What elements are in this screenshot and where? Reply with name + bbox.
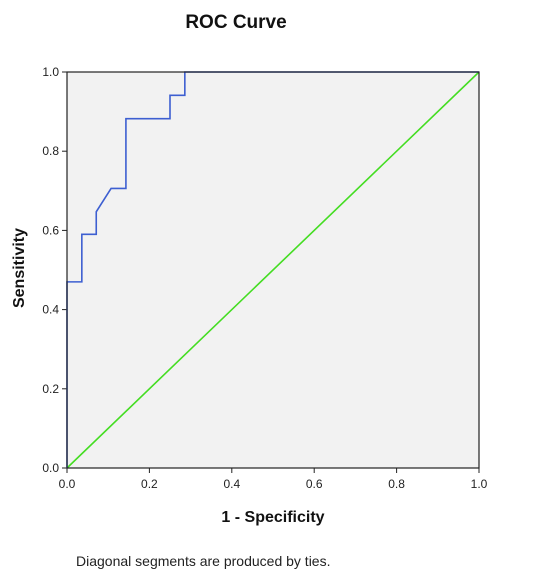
x-axis-label: 1 - Specificity [221,509,324,526]
y-axis-label: Sensitivity [11,228,28,308]
x-tick-label: 0.8 [388,477,405,491]
y-tick-label: 0.4 [42,303,59,317]
x-axis-ticks: 0.0 0.2 0.4 0.6 0.8 1.0 [59,468,488,491]
series-layer [66,71,480,469]
x-tick-label: 0.0 [59,477,76,491]
chart-title: ROC Curve [185,12,286,33]
x-tick-label: 0.2 [141,477,158,491]
roc-curve-line [66,71,479,468]
x-tick-label: 0.6 [306,477,323,491]
footnote: Diagonal segments are produced by ties. [76,553,331,569]
y-tick-label: 0.2 [42,382,59,396]
x-tick-label: 1.0 [471,477,488,491]
y-axis-ticks: 0.0 0.2 0.4 0.6 0.8 1.0 [42,65,67,475]
reference-diagonal-line [66,71,480,469]
y-tick-label: 0.0 [42,461,59,475]
y-tick-label: 0.8 [42,144,59,158]
y-tick-label: 1.0 [42,65,59,79]
x-tick-label: 0.4 [223,477,240,491]
plot-frame [66,71,480,469]
y-tick-label: 0.6 [42,223,59,237]
